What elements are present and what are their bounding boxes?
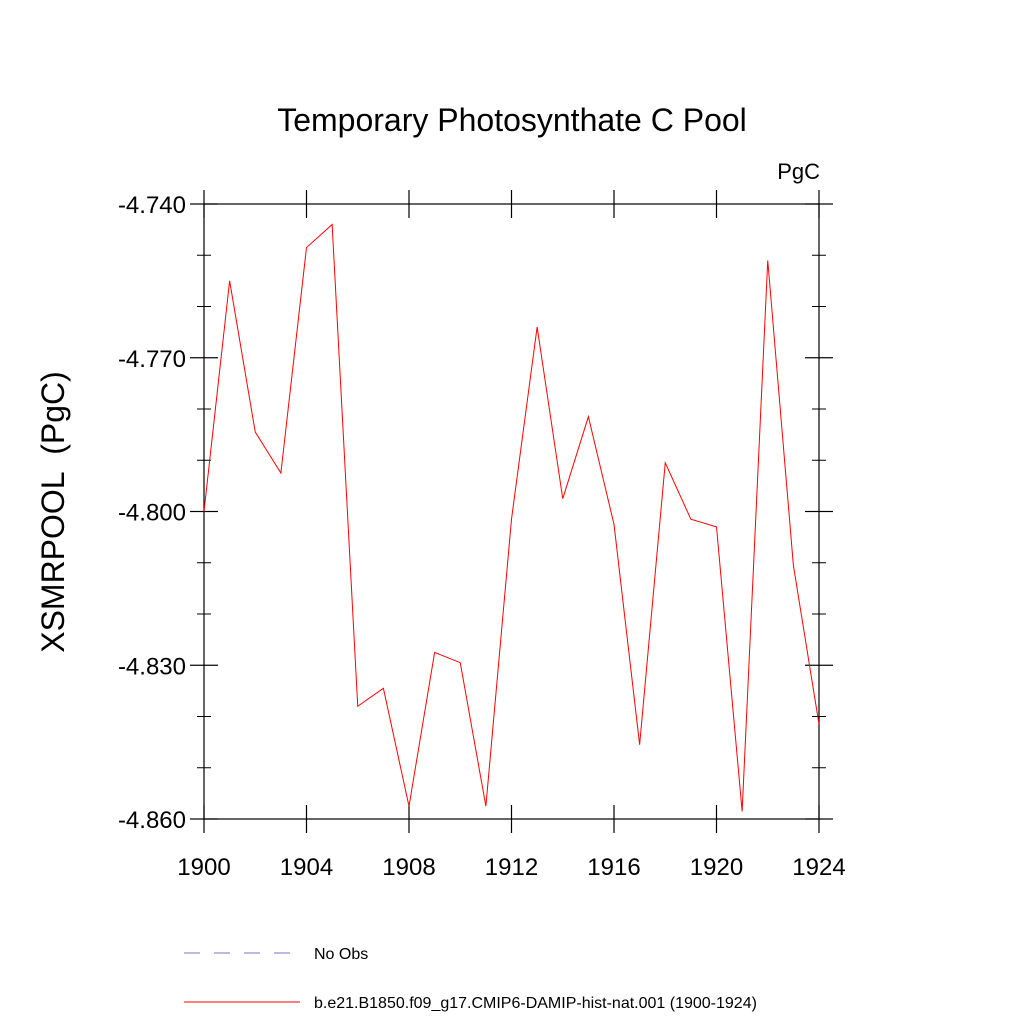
y-tick-label: -4.770: [118, 346, 186, 373]
plot-frame: [203, 203, 820, 820]
x-tick-label: 1924: [792, 854, 845, 881]
series-layer: [203, 223, 820, 812]
x-tick-label: 1916: [587, 854, 640, 881]
series-line-1: [203, 223, 820, 812]
y-tick-label: -4.860: [118, 807, 186, 834]
y-tick-label: -4.740: [118, 192, 186, 219]
legend: No Obs b.e21.B1850.f09_g17.CMIP6-DAMIP-hi…: [184, 946, 757, 1012]
y-tick-label: -4.830: [118, 653, 186, 680]
chart-title: Temporary Photosynthate C Pool: [277, 102, 747, 138]
legend-entry-label: b.e21.B1850.f09_g17.CMIP6-DAMIP-hist-nat…: [314, 995, 757, 1012]
x-tick-label: 1920: [690, 854, 743, 881]
units-label: PgC: [777, 159, 820, 184]
legend-entry-label: No Obs: [314, 946, 368, 963]
x-tick-label: 1904: [280, 854, 333, 881]
x-tick-label: 1908: [382, 854, 435, 881]
x-tick-label: 1912: [485, 854, 538, 881]
x-axis-ticks: 1900 1904 1908 1912 1916 1920 1924: [177, 190, 846, 881]
y-axis-ticks: -4.740 -4.770 -4.800 -4.830 -4.860: [118, 192, 833, 834]
x-tick-label: 1900: [177, 854, 230, 881]
y-axis-label: XSMRPOOL (PgC): [35, 371, 71, 653]
y-tick-label: -4.800: [118, 500, 186, 527]
